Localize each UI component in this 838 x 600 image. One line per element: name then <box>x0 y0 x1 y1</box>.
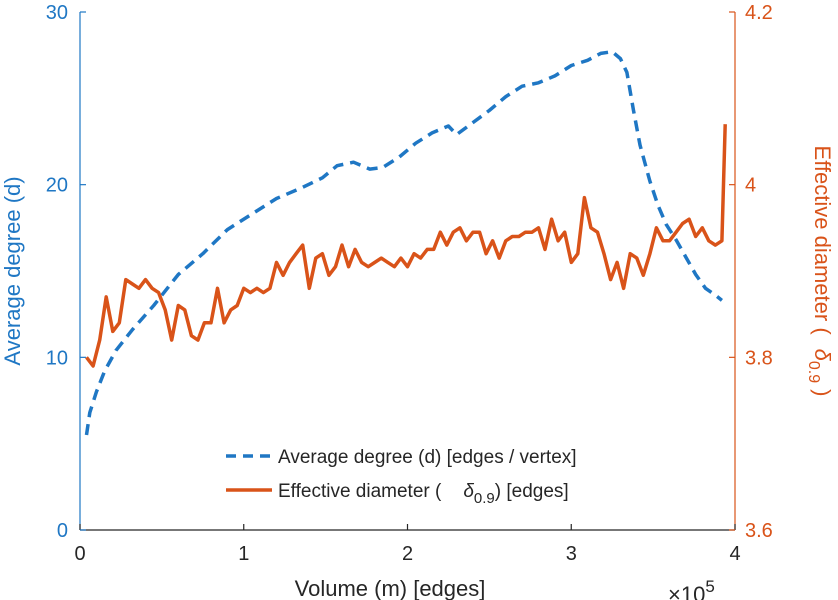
x-tick-label: 2 <box>402 543 413 565</box>
right-y-tick-label: 4 <box>745 175 756 197</box>
right-y-label-prefix: Effective diameter ( <box>810 146 835 336</box>
x-tick-label: 3 <box>566 543 577 565</box>
legend-label-symbol: δ <box>463 481 474 502</box>
left-y-tick-label: 10 <box>46 347 68 369</box>
right-y-label-suffix: ) <box>810 389 835 396</box>
x-tick-label: 4 <box>729 543 740 565</box>
x-multiplier-exponent: 5 <box>705 577 714 596</box>
plot-area <box>84 49 727 436</box>
x-tick-label: 1 <box>238 543 249 565</box>
x-axis-label: Volume (m) [edges] <box>295 576 486 600</box>
legend-label-sub: 0.9 <box>474 490 495 507</box>
right-y-tick-label: 3.6 <box>745 520 773 542</box>
x-tick-label: 0 <box>74 543 85 565</box>
x-multiplier-base: ×10 <box>668 582 705 600</box>
right-y-axis-ticks: 3.6 3.8 4 4.2 <box>729 2 773 542</box>
x-axis-ticks: 0 1 2 3 4 <box>74 524 741 565</box>
x-axis-multiplier: ×105 <box>668 577 715 600</box>
series-line-effective-diameter <box>85 124 727 368</box>
right-y-tick-label: 3.8 <box>745 347 773 369</box>
legend-label-prefix: Effective diameter ( <box>278 481 442 502</box>
left-y-axis-ticks: 0 10 20 30 <box>46 2 86 542</box>
left-y-axis-label: Average degree (d) <box>0 176 25 365</box>
series-line-average-degree <box>84 49 723 436</box>
legend: Average degree (d) [edges / vertex] Effe… <box>226 447 577 507</box>
legend-label-suffix: ) [edges] <box>495 481 569 502</box>
left-y-tick-label: 30 <box>46 2 68 24</box>
right-y-axis-label: Effective diameter ( δ0.9) <box>805 146 835 397</box>
legend-label-average-degree: Average degree (d) [edges / vertex] <box>278 447 577 468</box>
right-y-label-sub: 0.9 <box>805 361 822 383</box>
right-y-label-symbol: δ <box>810 349 835 362</box>
left-y-tick-label: 0 <box>57 520 68 542</box>
legend-label-effective-diameter: Effective diameter ( δ0.9) [edges] <box>278 481 569 507</box>
right-y-tick-label: 4.2 <box>745 2 773 24</box>
left-y-tick-label: 20 <box>46 175 68 197</box>
